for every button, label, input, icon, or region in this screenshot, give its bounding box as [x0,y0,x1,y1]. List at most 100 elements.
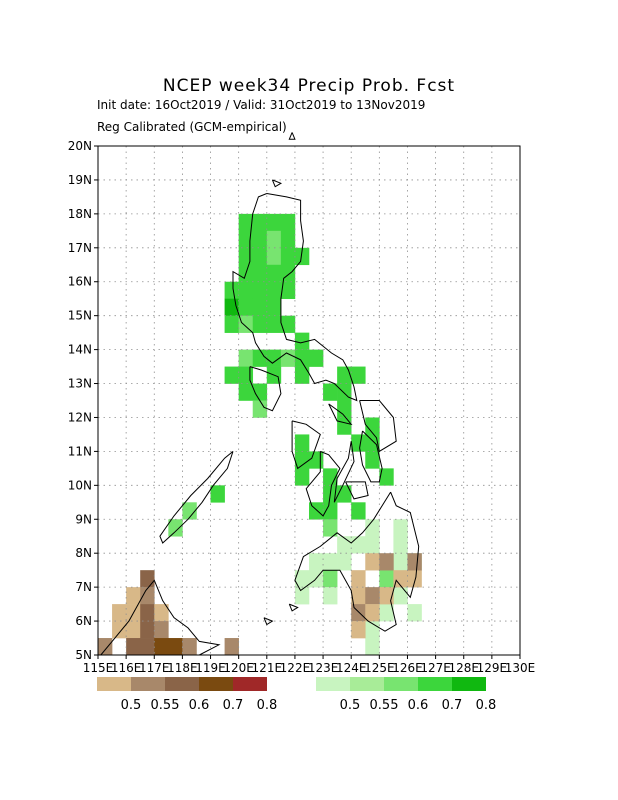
probability-cell [294,468,310,486]
probability-cell [393,553,408,571]
probability-cell [351,604,366,622]
probability-cell [407,604,422,622]
probability-cell [154,621,169,639]
lon-tick-label: 117E [139,661,170,675]
probability-cell [393,536,408,554]
probability-cell [351,536,366,554]
probability-cell [252,298,268,316]
coastline-segment [359,400,397,453]
legend-label: 0.6 [189,698,210,713]
legend-label: 0.7 [442,698,463,713]
probability-cell [280,264,296,283]
lat-tick-label: 9N [75,512,92,526]
coastline-segment [263,617,274,626]
probability-cell [252,230,268,249]
probability-cell [309,553,324,571]
probability-cell [337,366,352,384]
lon-tick-label: 124E [336,661,367,675]
legend-label: 0.7 [223,698,244,713]
probability-cell [238,383,254,401]
coastline-segment [291,420,321,470]
probability-cell [280,349,296,367]
probability-cell [323,587,338,605]
probability-cell [238,281,254,299]
probability-cell [280,230,296,249]
lat-tick-label: 19N [68,173,92,187]
lat-tick-label: 5N [75,648,92,662]
probability-cell [365,604,380,622]
probability-cell [337,417,352,435]
probability-cell [365,587,380,605]
probability-cell [323,383,338,401]
probability-cell [294,366,310,384]
legend-swatch [97,677,131,691]
legend-label: 0.5 [121,698,142,713]
probability-cell [294,587,310,605]
probability-cell [294,332,310,350]
probability-cell [266,264,282,283]
probability-cell [323,570,338,588]
lon-tick-label: 129E [477,661,508,675]
lat-tick-label: 12N [68,410,92,424]
legend-swatch [316,677,350,691]
lon-tick-label: 122E [280,661,311,675]
lat-tick-label: 7N [75,580,92,594]
map-subtitle-2: Reg Calibrated (GCM-empirical) [97,120,287,134]
lat-tick-labels: 5N 6N 7N 8N 9N 10N 11N 12N 13N 14N 15N 16N 17N 18N 19N… [68,139,98,662]
probability-cell [365,638,380,656]
lon-tick-label: 130E [505,661,536,675]
probability-cell [379,553,394,571]
lon-tick-label: 126E [392,661,423,675]
legend-label: 0.8 [257,698,278,713]
probability-cell [252,281,268,299]
probability-cell [365,451,380,469]
probability-cell [126,621,141,639]
legend-label: 0.6 [408,698,429,713]
coastline-segment [288,603,299,612]
legend-swatch [131,677,165,691]
coastline-segment [305,450,341,517]
probability-cells [98,213,422,656]
probability-cell [168,638,183,656]
probability-cell [337,536,352,554]
coastline [100,132,420,656]
coastline-segment [345,481,369,500]
probability-cell [126,638,141,656]
probability-cell [252,315,268,333]
probability-cell [140,604,155,622]
probability-cell [351,621,366,639]
probability-cell [365,417,380,435]
probability-cell [140,621,155,639]
legend-label: 0.55 [151,698,180,713]
probability-cell [351,587,366,605]
probability-cell [238,349,254,367]
probability-cell [168,519,183,537]
probability-cell [294,570,310,588]
coastline-segment [100,579,221,656]
probability-cell [266,230,282,249]
coastline-segment [288,132,296,140]
probability-cell [365,434,380,452]
probability-cell [351,366,366,384]
probability-cell [238,298,254,316]
lon-tick-label: 125E [364,661,395,675]
probability-cell [140,638,155,656]
probability-cell [266,247,282,266]
probability-cell [280,247,296,266]
probability-cell [252,247,268,266]
legend-swatch [350,677,384,691]
lat-tick-label: 8N [75,546,92,560]
lon-tick-label: 123E [308,661,339,675]
legend-swatch [199,677,233,691]
probability-cell [112,604,127,622]
map-title: NCEP week34 Precip Prob. Fcst [162,76,456,96]
probability-cell [98,638,113,656]
probability-cell [210,485,225,503]
probability-cell [393,570,408,588]
probability-cell [365,536,380,554]
probability-cell [154,638,169,656]
probability-cell [238,315,254,333]
lat-tick-label: 17N [68,241,92,255]
coastline-segment [232,193,358,402]
probability-cell [238,247,254,266]
